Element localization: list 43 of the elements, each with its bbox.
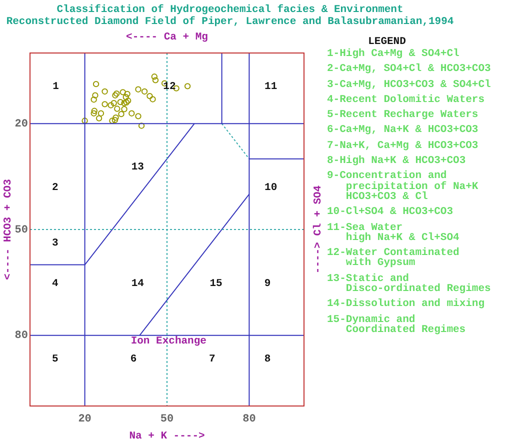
chart-subtitle: Reconstructed Diamond Field of Piper, Lawrence and Balasubramanian,1994 xyxy=(5,16,455,28)
text: 6-Ca+Mg, Na+K & HCO3+CO3 xyxy=(327,124,480,136)
annotation: 14 xyxy=(131,278,144,290)
x-tick-label: 50 xyxy=(160,413,174,426)
annotation: 11 xyxy=(264,81,278,94)
text: 15-Dynamic and Coordinated Regimes xyxy=(327,314,467,336)
text: 14-Dissolution and mixing xyxy=(327,298,486,310)
text: 10-Cl+SO4 & HCO3+CO3 xyxy=(327,206,454,218)
annotation: 7 xyxy=(209,353,216,366)
annotation: 8 xyxy=(264,353,271,366)
text: 9-Concentration and precipitation of Na+K HCO3+CO3 & Cl xyxy=(327,170,480,203)
y2-axis-title: ----> Cl + SO4 xyxy=(312,185,325,274)
y-tick-label: 20 xyxy=(14,118,28,130)
annotation: 9 xyxy=(264,278,271,290)
y-tick-label: 50 xyxy=(14,224,28,236)
text: 2-Ca+Mg, SO4+Cl & HCO3+CO3 xyxy=(327,63,492,76)
annotation: 3 xyxy=(52,238,58,250)
text: 4-Recent Dolomitic Waters xyxy=(327,94,486,106)
x-tick-label: 20 xyxy=(78,413,92,426)
annotation: 2 xyxy=(52,182,58,194)
text: 5-Recent Recharge Waters xyxy=(327,109,480,122)
annotation: 1 xyxy=(52,81,59,94)
text: 1-High Ca+Mg & SO4+Cl xyxy=(327,48,460,60)
x2-axis-title: <---- Ca + Mg xyxy=(126,32,208,44)
legend-title: LEGEND xyxy=(367,36,407,48)
annotation: 4 xyxy=(52,278,58,290)
annotation: Ion Exchange xyxy=(130,335,206,348)
x-tick-label: 80 xyxy=(242,413,256,426)
x-axis-title: Na + K ----> xyxy=(129,430,205,443)
annotation: 5 xyxy=(52,353,58,366)
text: 3-Ca+Mg, HCO3+CO3 & SO4+Cl xyxy=(327,78,492,91)
annotation: 10 xyxy=(264,182,278,194)
text: 7-Na+K, Ca+Mg & HCO3+CO3 xyxy=(327,140,480,152)
chart-title: Classification of Hydrogeochemical facies & Environment xyxy=(56,4,404,16)
annotation: 15 xyxy=(210,278,222,290)
text: 13-Static and Disco-ordinated Regimes xyxy=(327,272,492,296)
text: 8-High Na+K & HCO3+CO3 xyxy=(327,155,467,168)
y-tick-label: 80 xyxy=(14,330,28,342)
annotation: 6 xyxy=(130,353,137,366)
annotation: 13 xyxy=(131,162,144,174)
text: 12-Water Contaminated with Gypsum xyxy=(327,247,460,270)
text: 11-Sea Water high Na+K & Cl+SO4 xyxy=(327,222,460,244)
y-axis-title: <---- HCO3 + CO3 xyxy=(2,179,15,280)
